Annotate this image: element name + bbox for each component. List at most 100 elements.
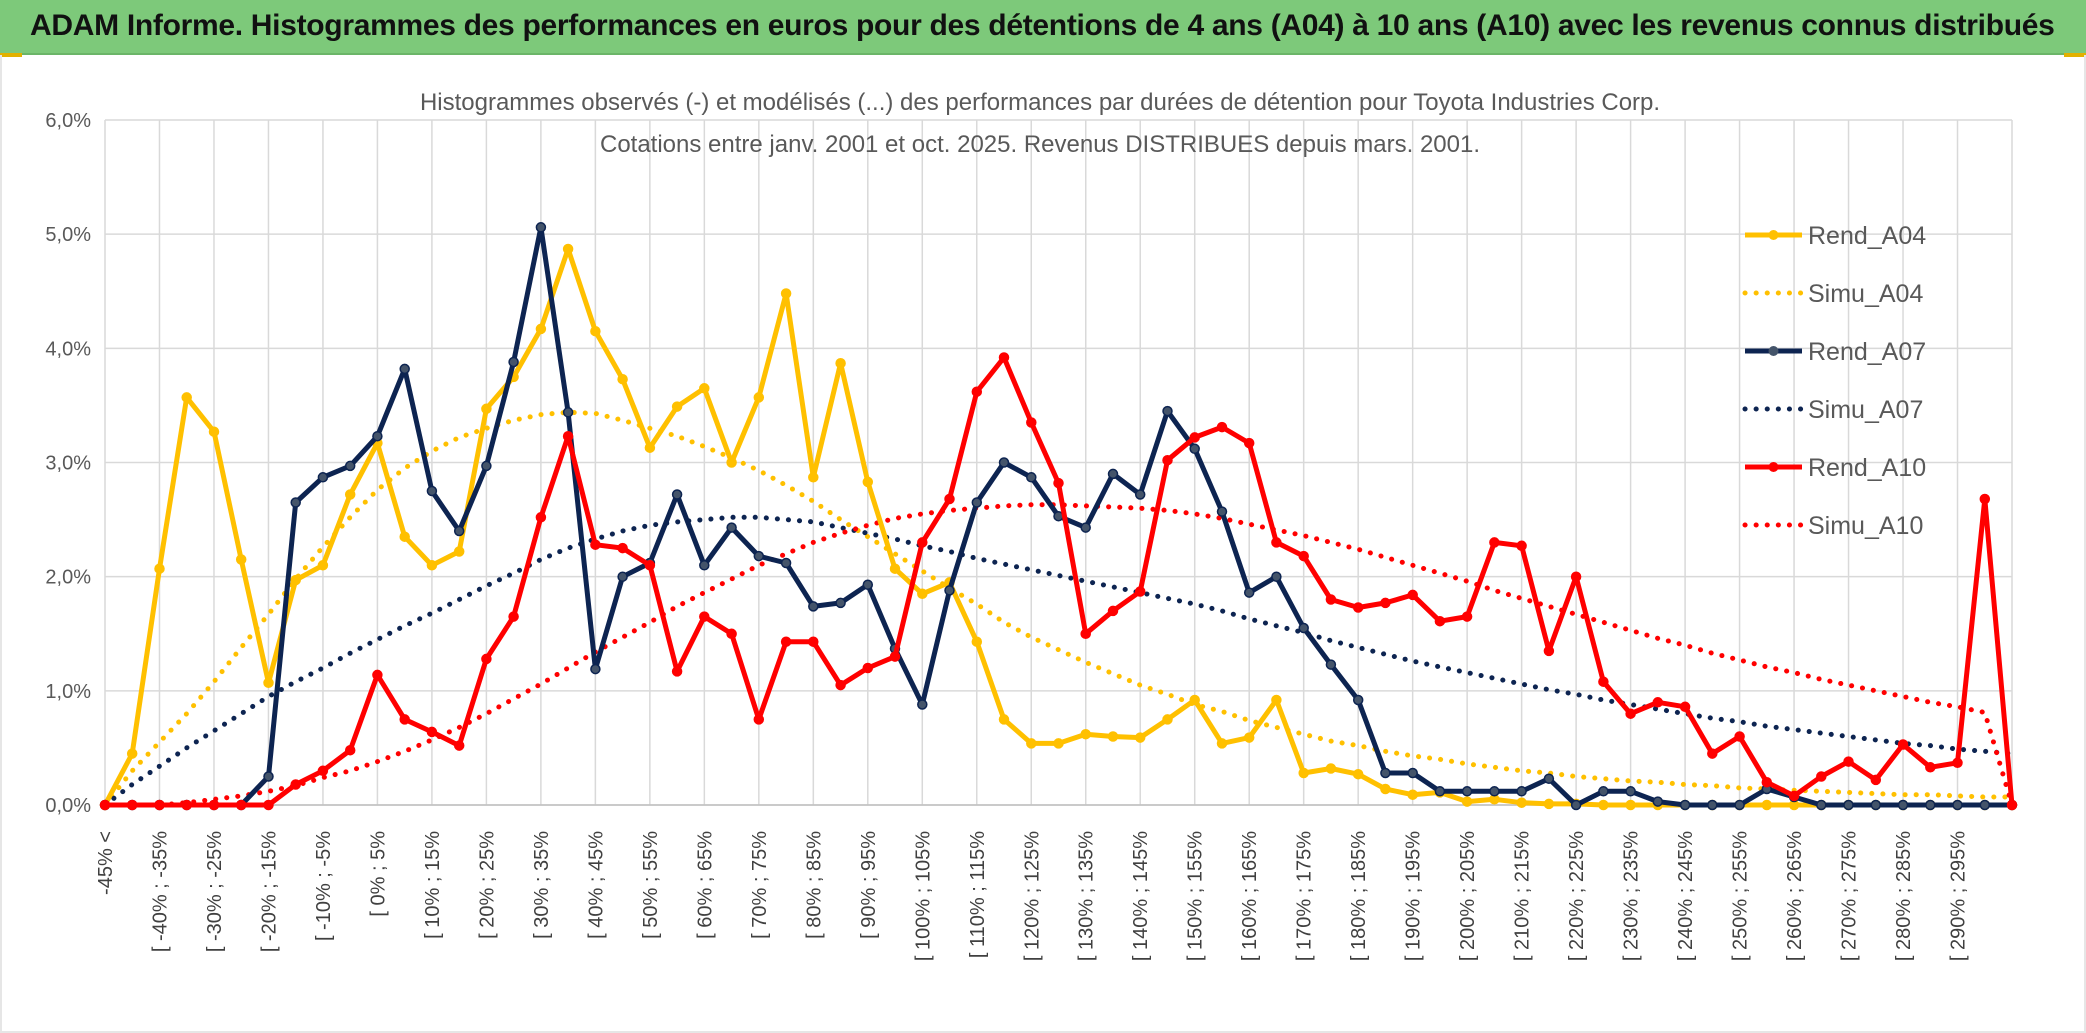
data-point [1352, 768, 1364, 780]
data-point [780, 288, 792, 299]
data-point [1897, 739, 1909, 750]
report-banner: ADAM Informe. Histogrammes des performan… [0, 0, 2086, 55]
data-point [617, 373, 628, 385]
x-tick-label: [ 250% ; 255% [1730, 831, 1752, 961]
data-point [1434, 786, 1446, 797]
data-point [590, 325, 601, 337]
data-point [426, 485, 438, 497]
x-tick-label: [ 150% ; 155% [1185, 831, 1207, 961]
data-point [1407, 767, 1418, 779]
data-point [1271, 571, 1282, 582]
data-point [263, 677, 274, 689]
x-tick-label: [ 40% ; 45% [585, 831, 607, 939]
y-tick-label: 0,0% [45, 795, 91, 817]
data-point [917, 699, 928, 710]
data-point [1652, 796, 1664, 807]
data-point [562, 243, 574, 255]
data-point [1107, 731, 1119, 742]
data-point [1325, 594, 1337, 605]
data-point [862, 579, 874, 590]
legend-item-rend-a10: Rend_A10 [1745, 454, 1926, 482]
data-point [1325, 659, 1337, 670]
data-point [1298, 550, 1309, 562]
data-point [1298, 767, 1309, 779]
data-point [1761, 799, 1773, 811]
data-point [780, 557, 792, 569]
data-point [317, 560, 329, 571]
x-tick-label: [ 180% ; 185% [1348, 831, 1370, 961]
data-point [535, 323, 547, 335]
series-rend-a07 [99, 222, 2018, 811]
data-point [1952, 757, 1963, 769]
data-point [1189, 694, 1200, 706]
data-point [753, 714, 765, 725]
data-point [1298, 622, 1309, 634]
data-point [617, 571, 628, 582]
data-point [1053, 738, 1064, 749]
x-tick-label: [ 120% ; 125% [1021, 831, 1043, 961]
data-point [290, 497, 301, 508]
data-point [453, 546, 465, 557]
x-tick-label: [ 70% ; 75% [749, 831, 771, 939]
series-line [105, 355, 2015, 808]
data-point [1816, 771, 1827, 782]
data-point [944, 585, 955, 596]
x-tick-label: [ 170% ; 175% [1294, 831, 1316, 961]
data-point [835, 357, 846, 369]
data-point [562, 407, 574, 418]
data-point [998, 457, 1010, 468]
data-point [644, 560, 656, 571]
data-point [535, 222, 547, 233]
data-point [1516, 797, 1527, 808]
x-tick-label: [ -20% ; -15% [258, 831, 280, 952]
data-point [154, 799, 165, 811]
data-point [1134, 489, 1146, 500]
data-point [1516, 540, 1527, 552]
data-point [699, 611, 710, 622]
corner-mark-right [2064, 53, 2086, 57]
x-tick-label: [ 140% ; 145% [1130, 831, 1152, 961]
data-point [699, 560, 710, 571]
data-point [1380, 767, 1391, 779]
data-point [971, 497, 983, 508]
data-point [1543, 645, 1555, 657]
data-point [290, 574, 301, 586]
data-point [1352, 602, 1364, 613]
series-line [102, 514, 2015, 808]
data-point [1434, 615, 1446, 627]
data-point [862, 662, 874, 674]
data-point [617, 542, 628, 554]
data-point [126, 799, 138, 811]
x-tick-label: [ 60% ; 65% [694, 831, 716, 939]
x-tick-label: [ 190% ; 195% [1403, 831, 1425, 961]
data-point [1243, 587, 1255, 598]
corner-mark-left [0, 53, 22, 57]
data-point [1598, 676, 1609, 687]
data-point [808, 636, 819, 647]
legend-item-rend-a07: Rend_A07 [1745, 338, 1926, 366]
x-tick-label: [ -40% ; -35% [149, 831, 171, 952]
data-point [1489, 786, 1500, 797]
x-tick-label: [ 220% ; 225% [1566, 831, 1588, 961]
data-point [1352, 694, 1364, 706]
data-point [1080, 728, 1091, 740]
legend-label: Simu_A07 [1808, 396, 1923, 424]
x-tick-label: [ 90% ; 95% [858, 831, 880, 939]
legend-label: Rend_A04 [1808, 222, 1926, 250]
data-point [1625, 708, 1636, 719]
data-point [481, 460, 492, 472]
x-tick-label: [ -30% ; -25% [204, 831, 226, 952]
data-point [1407, 589, 1418, 601]
data-point [426, 560, 438, 571]
x-tick-label: [ 10% ; 15% [422, 831, 444, 939]
data-point [1979, 493, 1991, 505]
y-tick-label: 4,0% [45, 338, 91, 360]
x-axis: -45% < [ -40% ; -35% [ -30% ; -25% [ -20% ;… [95, 804, 2012, 961]
data-point [1380, 597, 1391, 609]
data-point [263, 771, 274, 782]
data-point [808, 601, 819, 612]
data-point [1489, 537, 1500, 548]
data-point [263, 799, 274, 811]
data-point [1271, 537, 1282, 548]
data-point [1843, 756, 1854, 767]
